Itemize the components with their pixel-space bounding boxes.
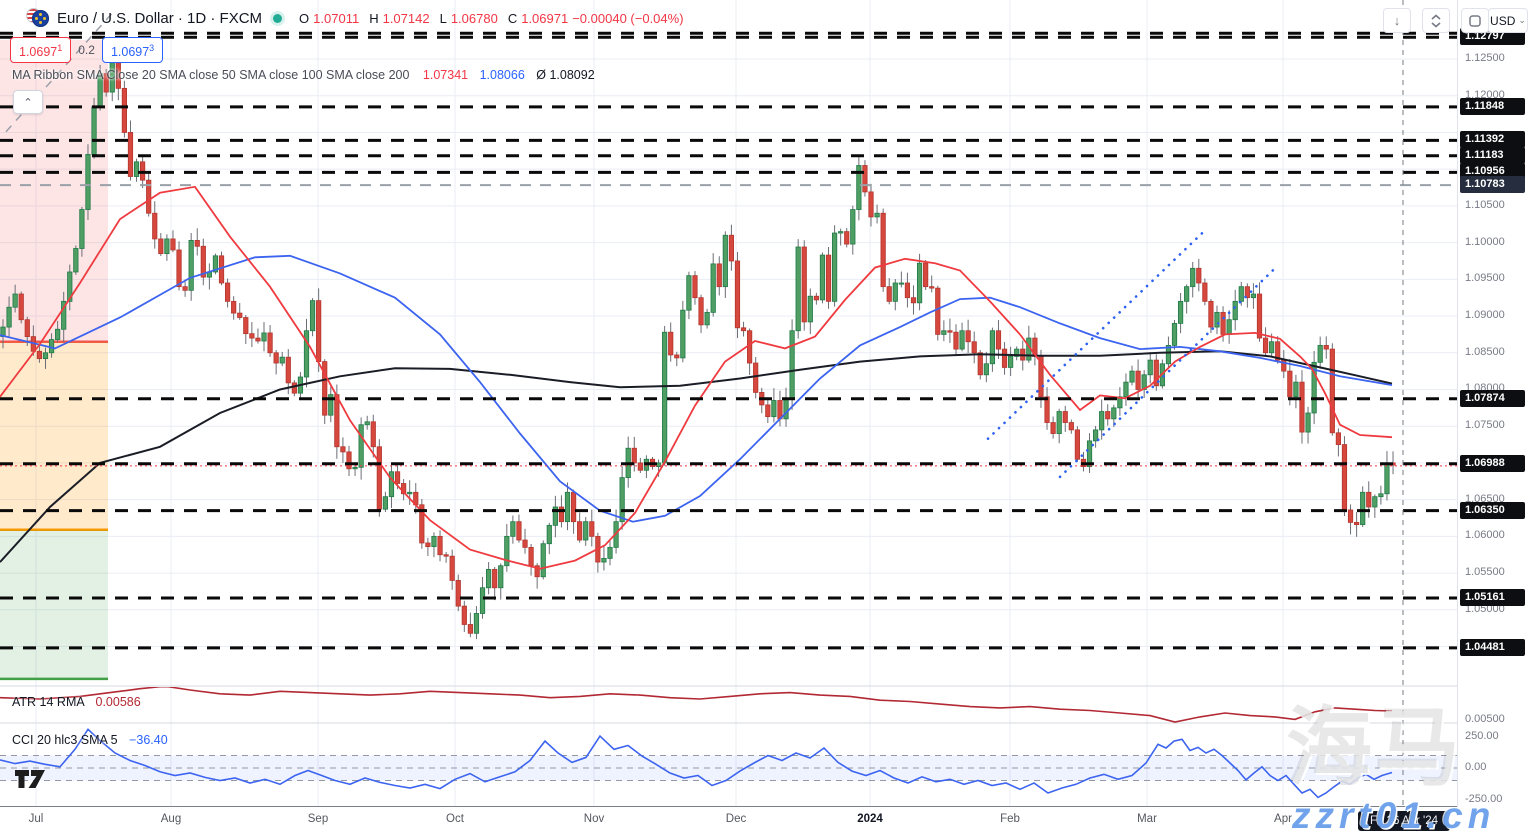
time-axis-label: Jul xyxy=(28,813,44,825)
sma50-value: 1.08066 xyxy=(479,68,525,82)
axis-label: 1.08500 xyxy=(1465,345,1505,358)
axis-price-badge: 1.11183 xyxy=(1460,146,1525,164)
axis-label: 250.00 xyxy=(1465,730,1499,742)
atr-label: ATR 14 RMA xyxy=(12,695,85,709)
chevron-up-icon: ⌃ xyxy=(23,96,33,109)
collapse-pane-button[interactable] xyxy=(1422,8,1450,33)
atr-value: 0.00586 xyxy=(95,695,141,709)
time-axis-label: Sep xyxy=(307,813,329,825)
ma-ribbon-lines xyxy=(0,185,1393,570)
axis-price-badge: 1.05161 xyxy=(1460,588,1525,606)
price-axis[interactable]: 1.12500 1.12000 1.10500 1.10000 1.09500 1.090… xyxy=(1457,0,1529,807)
axis-price-badge: 1.10783 xyxy=(1460,176,1525,194)
axis-label: -250.00 xyxy=(1465,793,1503,805)
low-label: L xyxy=(439,10,447,26)
alert-price-tag-blue[interactable]: 1.06973 xyxy=(101,37,164,64)
sma20-value: 1.07341 xyxy=(422,68,469,82)
time-axis-label: Dec xyxy=(725,813,747,825)
axis-label: 1.09500 xyxy=(1465,272,1505,285)
axis-price-badge: 1.06350 xyxy=(1460,501,1525,519)
symbol-title[interactable]: Euro / U.S. Dollar · 1D · FXCM xyxy=(57,9,263,27)
diagonal-trendline[interactable] xyxy=(5,12,113,133)
open-value: 1.07011 xyxy=(313,10,360,26)
scroll-to-recent-button[interactable]: ↓ xyxy=(1383,8,1411,33)
candlestick-series xyxy=(0,50,1396,640)
sma-200-line xyxy=(0,350,1393,563)
axis-label: 1.10000 xyxy=(1465,235,1505,248)
alert-price-tag-red[interactable]: 1.06971 xyxy=(10,37,72,64)
axis-price-badge: 1.11392 xyxy=(1460,131,1525,149)
axis-label: 1.06500 xyxy=(1465,492,1505,505)
time-axis-label: Mar xyxy=(1137,813,1157,825)
ma-ribbon-legend[interactable]: MA Ribbon SMA Close 20 SMA close 50 SMA … xyxy=(12,68,595,82)
time-axis-label: Oct xyxy=(446,813,464,825)
maximize-pane-button[interactable] xyxy=(1461,8,1489,33)
change-value: −0.00040 (−0.04%) xyxy=(572,10,684,26)
axis-label: 1.05500 xyxy=(1465,566,1505,579)
axis-label: 1.12000 xyxy=(1465,88,1505,101)
maximize-icon xyxy=(1469,14,1481,27)
cci-band xyxy=(0,755,1457,781)
double-chevron-icon xyxy=(1431,13,1441,28)
sma-50-line xyxy=(0,254,1393,523)
cci-label: CCI 20 hlc3 SMA 5 xyxy=(12,733,118,747)
axis-price-badge: 1.11848 xyxy=(1460,97,1525,115)
axis-price-badge: 1.06988 xyxy=(1460,454,1525,472)
ohlc-readout: O 1.07011 H 1.07142 L 1.06780 C 1.06971 −0.0… xyxy=(293,11,683,26)
time-axis-label: 2024 xyxy=(857,813,883,825)
atr-series xyxy=(0,687,1393,723)
axis-label: 0.00500 xyxy=(1465,713,1505,725)
dotted-trendline-2[interactable] xyxy=(1058,267,1277,479)
ma-average-value: Ø 1.08092 xyxy=(536,68,595,82)
axis-label: 0.00 xyxy=(1465,761,1487,773)
time-axis-label: Aug xyxy=(160,813,182,825)
axis-label: 1.09000 xyxy=(1465,309,1505,322)
axis-label: 1.06000 xyxy=(1465,529,1505,542)
close-label: C xyxy=(507,10,518,26)
close-value: 1.06971 xyxy=(521,10,569,26)
arrow-down-icon: ↓ xyxy=(1393,13,1401,28)
currency-unit-label: USD xyxy=(1490,13,1516,28)
tradingview-logo[interactable] xyxy=(15,768,49,795)
price-tag-row: 1.06971 0.2 1.06973 xyxy=(10,37,164,64)
chevron-down-icon: ⌄ xyxy=(1518,15,1526,25)
cci-legend[interactable]: CCI 20 hlc3 SMA 5 −36.40 xyxy=(12,733,168,747)
pane-toolbar: ↓ xyxy=(1383,8,1489,33)
symbol-header: Euro / U.S. Dollar · 1D · FXCM O 1.07011 … xyxy=(26,8,684,28)
time-axis-label: Feb xyxy=(1000,813,1020,825)
time-axis[interactable]: Jul Aug Sep Oct Nov Dec 2024 Feb Mar Apr xyxy=(0,807,1529,835)
ma-ribbon-label: MA Ribbon SMA Close 20 SMA close 50 SMA … xyxy=(12,68,410,82)
pane-collapse-button[interactable]: ⌃ xyxy=(13,90,43,114)
high-label: H xyxy=(369,10,379,26)
axis-label: 1.07500 xyxy=(1465,419,1505,432)
currency-unit-dropdown[interactable]: USD ⌄ xyxy=(1488,8,1528,33)
cci-series xyxy=(0,728,1393,799)
market-status-dot[interactable] xyxy=(273,13,283,23)
time-axis-label: Nov xyxy=(583,813,605,825)
axis-label: 1.10500 xyxy=(1465,198,1505,211)
low-value: 1.06780 xyxy=(450,10,498,26)
axis-price-badge: 1.07874 xyxy=(1460,389,1525,407)
atr-legend[interactable]: ATR 14 RMA 0.00586 xyxy=(12,695,141,709)
high-value: 1.07142 xyxy=(382,10,430,26)
cci-value: −36.40 xyxy=(129,733,168,747)
axis-price-badge: 1.04481 xyxy=(1460,638,1525,656)
currency-pair-icon xyxy=(26,8,50,28)
axis-label: 1.12500 xyxy=(1465,52,1505,64)
time-axis-label: Apr xyxy=(1274,813,1292,825)
crosshair-date-badge: Fri 26 Apr '24 xyxy=(1358,811,1450,831)
level-lines[interactable] xyxy=(0,31,1457,650)
tag-gap-label: 0.2 xyxy=(78,43,95,58)
open-label: O xyxy=(299,10,310,26)
sma-20-line xyxy=(0,185,1393,570)
